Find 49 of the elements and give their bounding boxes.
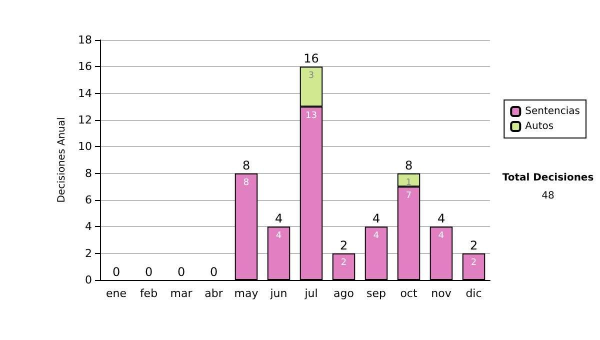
x-tick-label: feb [140,287,158,300]
x-tick-label: may [234,287,259,300]
total-label: 2 [470,238,478,252]
y-tick-label: 4 [85,220,92,234]
y-tick-label: 6 [85,194,92,206]
x-tick-label: ene [106,287,127,300]
legend-label: Sentencias [525,106,580,117]
y-tick-label: 2 [85,246,92,260]
data-label: 1 [406,178,412,188]
data-label: 7 [406,191,412,202]
x-tick-label: jun [269,287,288,300]
x-tick-label: nov [431,287,452,300]
y-tick-label: 8 [85,166,92,180]
x-tick-label: abr [204,287,224,300]
legend-label: Autos [525,121,554,132]
x-tick-label: jul [304,287,318,300]
total-label: 8 [404,158,413,172]
y-axis-title: Decisiones Anual [56,117,68,203]
x-tick-label: sep [366,287,386,300]
total-label: 16 [304,52,319,66]
x-tick-label: mar [170,287,193,300]
data-label: 2 [340,258,347,268]
data-label: 4 [276,231,282,242]
data-label: 8 [243,178,250,188]
total-label: 0 [177,265,186,279]
total-label: 0 [112,265,120,279]
y-tick-label: 12 [78,114,92,126]
total-label: 4 [372,212,380,226]
total-label: 0 [210,265,218,279]
y-tick-label: 14 [78,86,92,100]
data-label: 4 [438,231,444,242]
x-tick-label: dic [466,287,482,300]
y-tick-label: 0 [85,274,92,286]
total-label: 0 [144,265,153,279]
total-label: 4 [274,212,283,226]
text: 48 [542,190,554,202]
y-tick-label: 10 [78,140,92,154]
total-label: 8 [242,158,250,172]
y-tick-label: 18 [78,34,92,46]
y-tick-label: 16 [78,60,92,74]
x-tick-label: oct [400,287,418,300]
total-label: 4 [437,212,446,226]
data-label: 3 [308,71,314,82]
data-label: 4 [373,231,380,242]
x-tick-label: ago [334,287,354,300]
data-label: 13 [306,111,317,122]
total-label: 2 [340,238,348,252]
data-label: 2 [470,258,477,268]
text: Total Decisiones [502,172,594,184]
